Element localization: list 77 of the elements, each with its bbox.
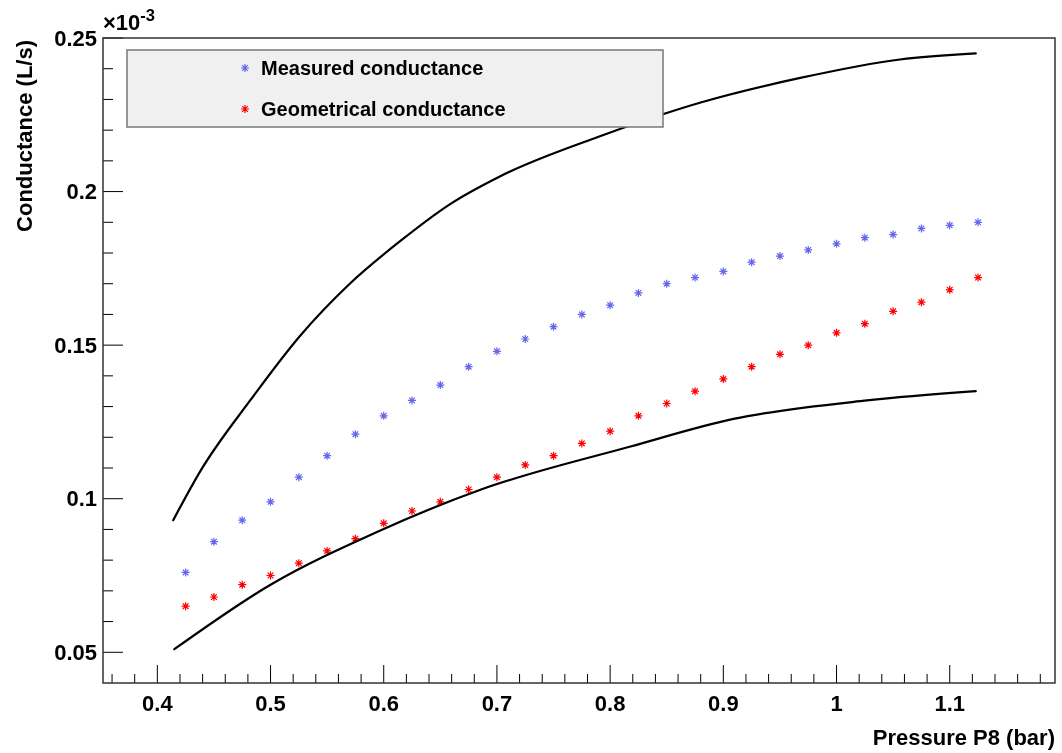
point [775,251,785,261]
point [803,245,813,255]
point [209,537,219,547]
point [294,558,304,568]
point [888,229,898,240]
point [520,460,530,470]
point [831,239,842,249]
x-tick-label: 0.7 [481,691,513,716]
point [492,472,502,482]
y-tick-label: 0.2 [66,179,97,205]
point [520,334,530,344]
point [577,309,587,320]
point [548,322,559,332]
point [265,497,276,507]
y-tick-label: 0.25 [54,25,97,51]
point [350,534,361,544]
point [803,340,813,350]
x-tick-label: 0.4 [142,691,174,716]
y-tick-label: 0.05 [54,639,97,665]
point [690,386,700,396]
point [464,362,474,372]
point [322,546,332,556]
point [973,272,983,283]
point [718,266,728,277]
point [747,257,757,267]
point [209,592,219,602]
point [605,426,615,436]
point [492,346,502,356]
x-tick-label: 0.5 [255,691,286,716]
point [973,217,983,227]
x-tick-label: 0.8 [594,691,626,716]
point [633,288,644,298]
y-tick-label: 0.1 [66,486,97,512]
point [577,438,587,449]
text: ×10$^{-3}$ [103,6,155,35]
point [775,349,785,359]
point [916,223,927,234]
point [888,306,898,316]
point [237,580,247,590]
point [662,279,672,289]
point [322,451,332,461]
x-tick-label: 1 [830,691,843,716]
point [831,328,842,338]
point [350,429,361,439]
point [718,374,728,384]
point [690,272,700,283]
point [294,472,304,482]
line-series [173,390,977,651]
point [379,518,389,528]
point [633,411,644,421]
line-series [172,52,977,522]
point [181,567,191,578]
y-tick-label: 0.15 [54,332,97,358]
y-axis-title: Conductance (L/s) [12,40,37,232]
point [945,220,955,230]
point [747,362,757,372]
point [464,484,474,495]
legend-label: Measured conductance [261,57,484,79]
point [605,300,615,310]
point [435,380,445,390]
x-tick-label: 1.1 [934,691,966,716]
point [265,570,276,581]
x-tick-label: 0.6 [368,691,400,716]
point [181,601,191,611]
point [407,506,417,516]
x-axis-title: Pressure P8 (bar) [872,725,1055,750]
point [662,398,672,409]
point [860,319,870,329]
point [945,285,955,295]
legend-label: Geometrical conductance [261,98,506,120]
point [860,233,870,243]
point [237,515,247,525]
point [379,411,389,421]
x-tick-label: 0.9 [708,691,739,716]
point [916,297,927,307]
point [548,451,559,461]
point [407,395,417,406]
